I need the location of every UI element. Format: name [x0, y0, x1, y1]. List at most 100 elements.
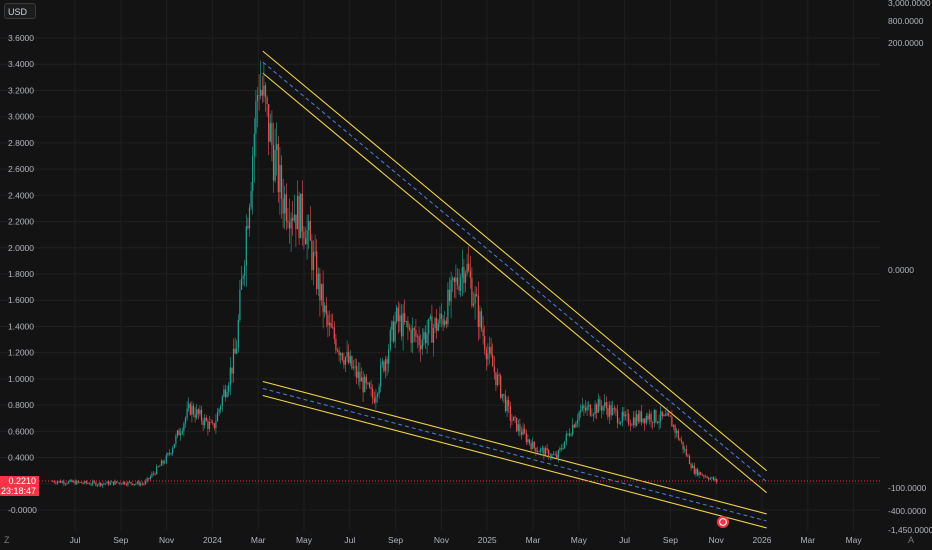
candle-body — [215, 421, 217, 428]
candle-body — [493, 366, 495, 373]
candle-body — [669, 415, 671, 417]
candle-body — [444, 320, 446, 326]
candle-body — [589, 404, 591, 416]
candle-body — [192, 405, 195, 415]
candle-body — [485, 350, 487, 360]
candle-body — [269, 123, 271, 142]
candle-body — [608, 405, 611, 417]
candle-body — [263, 85, 265, 96]
candle-body — [426, 333, 428, 344]
candle-body — [524, 428, 526, 433]
last-price-tag: 0.2210 23:18:47 — [0, 476, 39, 496]
candle-body — [709, 478, 711, 480]
candle-body — [114, 481, 116, 485]
candle-body — [436, 318, 438, 331]
candle-body — [162, 460, 164, 464]
candle-body — [701, 474, 703, 476]
left-axis-tick: 3.6000 — [8, 33, 34, 43]
right-axis-tick: 0.0000 — [888, 265, 914, 275]
candle-body — [98, 482, 100, 485]
time-axis-tick: 2024 — [203, 535, 222, 545]
candle-body — [320, 283, 323, 301]
candle-body — [655, 410, 657, 423]
candle-body — [306, 230, 308, 245]
candle-body — [380, 364, 382, 387]
candle-body — [87, 483, 89, 484]
time-axis-tick: May — [571, 535, 588, 545]
candle-body — [324, 305, 326, 313]
candle-body — [90, 484, 92, 486]
trend-channels[interactable] — [262, 50, 767, 529]
candle-body — [389, 329, 391, 350]
candle-body — [506, 400, 508, 412]
candle-body — [360, 377, 363, 382]
candle-body — [301, 193, 303, 232]
candle-body — [85, 481, 87, 484]
right-percent-axis[interactable]: 3,000.0000 800.0000 200.0000 0.0000 -100.000… — [888, 0, 932, 535]
candle-body — [532, 441, 534, 450]
candle-body — [639, 411, 641, 422]
zoom-reset-left[interactable]: Z — [4, 535, 10, 545]
candle-body — [410, 329, 412, 343]
candle-body — [412, 328, 414, 343]
candle-body — [458, 285, 460, 291]
candle-body — [514, 416, 516, 418]
candle-body — [525, 432, 527, 442]
candle-body — [56, 481, 59, 484]
candle-body — [132, 483, 134, 485]
candle-body — [653, 410, 655, 423]
earnings-marker-icon[interactable] — [717, 516, 729, 528]
candle-body — [151, 473, 153, 477]
candle-body — [613, 407, 615, 409]
candle-body — [170, 453, 172, 454]
candle-body — [74, 481, 76, 485]
candle-body — [260, 89, 262, 96]
candle-body — [581, 405, 583, 410]
candle-body — [357, 371, 359, 378]
candle-body — [468, 263, 470, 271]
candle-body — [568, 433, 571, 436]
auto-scale-button[interactable]: A — [907, 535, 914, 545]
candle-body — [658, 421, 660, 423]
candle-body — [127, 481, 129, 485]
candle-body — [677, 430, 679, 439]
candle-body — [645, 415, 647, 424]
candle-body — [615, 408, 617, 411]
candle-body — [296, 195, 299, 230]
candle-body — [106, 481, 108, 484]
candle-body — [223, 389, 225, 397]
candle-body — [330, 322, 332, 328]
candle-body — [316, 251, 318, 290]
candle-body — [660, 411, 662, 422]
time-axis-tick: Sep — [388, 535, 403, 545]
candle-body — [287, 220, 289, 223]
candle-body — [488, 346, 491, 354]
candle-body — [72, 481, 75, 483]
candle-body — [416, 336, 419, 338]
right-axis-tick: -400.0000 — [888, 506, 927, 516]
candle-body — [402, 313, 404, 337]
candle-body — [144, 481, 147, 485]
candle-body — [168, 453, 171, 454]
candle-body — [632, 417, 635, 425]
candle-body — [480, 311, 483, 329]
currency-button[interactable]: USD — [4, 3, 36, 19]
left-axis-tick: 1.8000 — [8, 269, 34, 279]
right-axis-tick: 3,000.0000 — [888, 0, 931, 8]
candle-body — [469, 270, 471, 278]
candle-body — [716, 478, 718, 482]
candle-body — [656, 422, 659, 423]
candle-body — [560, 448, 563, 450]
candle-body — [620, 421, 622, 424]
candle-body — [122, 482, 124, 485]
candle-body — [285, 194, 287, 221]
time-axis[interactable]: Jul Sep Nov 2024 Mar May Jul Sep Nov 2025 Mar May Ju… — [70, 535, 863, 545]
left-axis-tick: 2.0000 — [8, 243, 34, 253]
candle-body — [133, 484, 135, 485]
candle-body — [368, 382, 371, 388]
candle-body — [309, 220, 311, 241]
candle-body — [244, 265, 246, 277]
candle-body — [455, 277, 457, 283]
candle-body — [220, 406, 222, 410]
